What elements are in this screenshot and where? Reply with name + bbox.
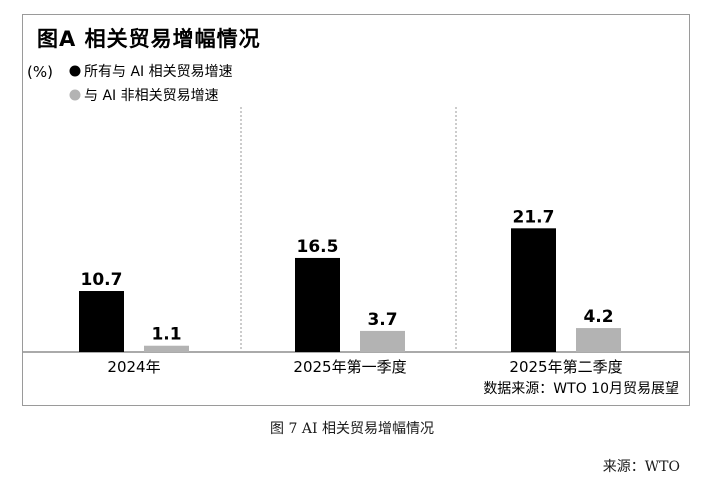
value-label-s1-c1: 3.7 bbox=[367, 310, 397, 330]
bar-s1-c2 bbox=[576, 328, 621, 352]
value-label-s0-c1: 16.5 bbox=[297, 237, 339, 257]
chart-source: 数据来源：WTO 10月贸易展望 bbox=[483, 381, 679, 397]
unit-label: (%) bbox=[27, 63, 53, 81]
value-label-s0-c0: 10.7 bbox=[81, 270, 123, 290]
legend-marker-0 bbox=[69, 65, 81, 77]
category-label-2: 2025年第二季度 bbox=[509, 358, 622, 376]
value-label-s1-c2: 4.2 bbox=[583, 307, 613, 327]
category-label-0: 2024年 bbox=[107, 358, 160, 376]
chart-title: 图A 相关贸易增幅情况 bbox=[37, 27, 261, 51]
chart-panel: 图A 相关贸易增幅情况 (%) 所有与 AI 相关贸易增速 与 AI 非相关贸易… bbox=[22, 14, 690, 406]
bars-layer: 10.7 1.1 2024年 16.5 3.7 2025年第一季度 21.7 4.2 2025年… bbox=[79, 207, 623, 376]
legend-label-0: 所有与 AI 相关贸易增速 bbox=[84, 64, 233, 80]
value-label-s0-c2: 21.7 bbox=[513, 207, 555, 227]
bar-s0-c1 bbox=[295, 257, 340, 352]
bar-s1-c0 bbox=[144, 345, 189, 352]
legend-marker-1 bbox=[69, 89, 81, 101]
bar-chart: 图A 相关贸易增幅情况 (%) 所有与 AI 相关贸易增速 与 AI 非相关贸易… bbox=[23, 27, 689, 397]
bar-s1-c1 bbox=[360, 330, 405, 352]
legend-label-1: 与 AI 非相关贸易增速 bbox=[84, 88, 219, 104]
bar-s0-c2 bbox=[511, 228, 556, 352]
bar-s0-c0 bbox=[79, 291, 124, 352]
figure-caption: 图 7 AI 相关贸易增幅情况 bbox=[270, 421, 434, 437]
value-label-s1-c0: 1.1 bbox=[151, 325, 181, 345]
page-source: 来源：WTO bbox=[602, 459, 680, 475]
category-label-1: 2025年第一季度 bbox=[293, 358, 406, 376]
